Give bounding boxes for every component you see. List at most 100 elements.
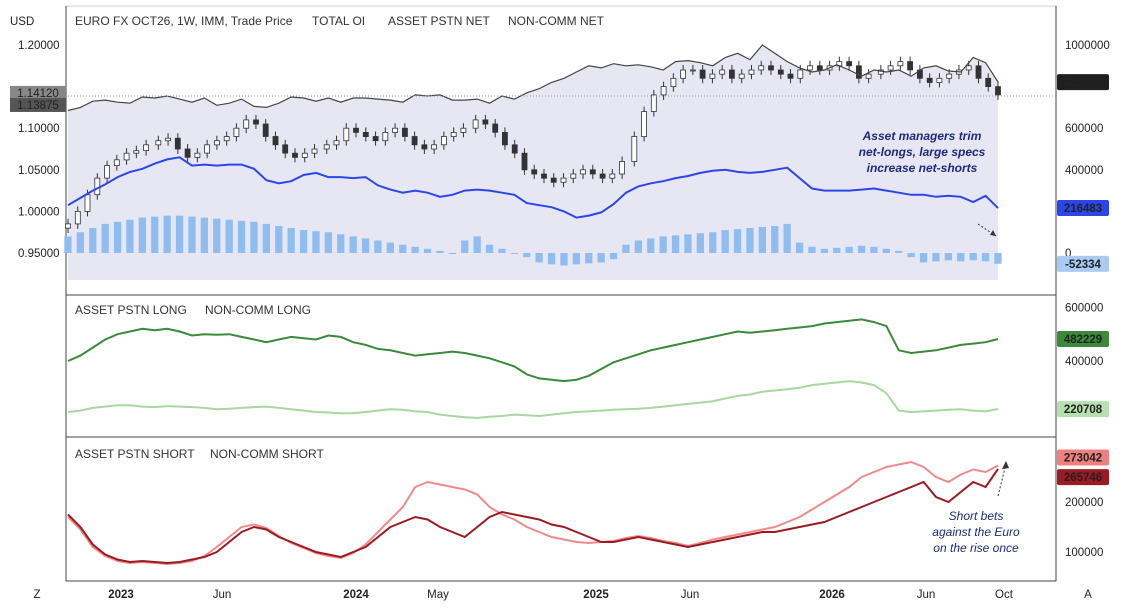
legend-asset-net[interactable]: ASSET PSTN NET	[388, 14, 490, 28]
candle-body	[492, 123, 499, 133]
noncomm-net-bar	[981, 253, 990, 262]
noncomm-net-bar	[523, 253, 531, 258]
candle-body	[897, 61, 904, 67]
value-badge-label: 273042	[1064, 452, 1102, 464]
noncomm-net-bar	[957, 253, 965, 262]
noncomm-net-bar	[423, 248, 432, 253]
noncomm-net-bar	[783, 223, 791, 253]
legend-asset-long[interactable]: ASSET PSTN LONG	[75, 303, 187, 317]
noncomm-net-bar	[349, 236, 357, 253]
asset-short-line	[67, 468, 999, 565]
noncomm-net-bar	[820, 248, 828, 253]
noncomm-net-bar	[709, 232, 717, 253]
annotation-bottom-line-2: against the Euro	[932, 525, 1020, 539]
candle-body	[748, 69, 755, 75]
candle-body	[123, 152, 130, 161]
annotation-bottom-arrowhead	[1002, 461, 1009, 469]
candle-body	[768, 65, 774, 71]
candle-body	[333, 140, 340, 146]
candle-body	[926, 77, 933, 83]
candle-body	[670, 77, 677, 88]
noncomm-net-bar	[721, 230, 729, 253]
candle-body	[292, 152, 298, 158]
time-axis-label: May	[427, 589, 449, 601]
noncomm-long-line	[67, 380, 999, 419]
candle-body	[660, 86, 667, 96]
candle-body	[74, 210, 81, 225]
noncomm-net-bar	[870, 246, 878, 253]
candle-body	[213, 140, 220, 146]
noncomm-net-bar	[659, 236, 667, 253]
noncomm-net-bar	[485, 244, 494, 253]
candle-body	[84, 194, 91, 212]
price-marker	[10, 85, 66, 100]
legend-noncomm-net[interactable]: NON-COMM NET	[508, 14, 605, 28]
noncomm-net-bar	[262, 223, 270, 253]
noncomm-net-bar	[907, 253, 915, 258]
middle-pane	[67, 318, 999, 419]
legend-noncomm-long[interactable]: NON-COMM LONG	[205, 303, 311, 317]
candle-body	[807, 65, 813, 71]
candle-body	[460, 127, 467, 133]
candle-body	[975, 65, 982, 79]
value-badge-label: 220708	[1064, 404, 1103, 416]
legend-noncomm-short[interactable]: NON-COMM SHORT	[210, 447, 324, 461]
candle-body	[253, 119, 259, 125]
noncomm-net-bar	[560, 253, 568, 266]
noncomm-net-bar	[647, 238, 655, 253]
candle-body	[641, 111, 647, 137]
candle-body	[301, 152, 308, 158]
price-marker-label: 1.14120	[17, 88, 59, 100]
noncomm-net-bar	[535, 253, 543, 263]
noncomm-net-bar	[175, 215, 184, 253]
noncomm-net-bar	[733, 229, 742, 253]
candle-body	[609, 173, 616, 179]
legend-asset-short[interactable]: ASSET PSTN SHORT	[75, 447, 195, 461]
auto-scale-button-right[interactable]: A	[1084, 589, 1092, 601]
noncomm-net-bar	[473, 236, 481, 253]
annotation-top-arrowhead	[990, 230, 996, 236]
noncomm-net-bar	[994, 253, 1002, 264]
candle-body	[887, 65, 894, 71]
candle-body	[631, 136, 638, 162]
price-tick: 0.95000	[18, 248, 60, 260]
auto-scale-button-left[interactable]: Z	[33, 589, 40, 601]
candle-body	[680, 69, 686, 79]
noncomm-net-bar	[213, 218, 221, 253]
candle-body	[560, 177, 567, 183]
time-axis-label: 2023	[108, 589, 134, 601]
noncomm-net-bar	[510, 253, 518, 254]
noncomm-net-bar	[845, 246, 853, 253]
noncomm-net-bar	[101, 223, 109, 253]
annotation-bottom-line-3: on the rise once	[933, 541, 1019, 555]
annotation-bottom-arrow	[997, 463, 1007, 497]
candle-body	[382, 131, 389, 142]
legend-total-oi[interactable]: TOTAL OI	[312, 14, 365, 28]
noncomm-net-bar	[76, 232, 84, 253]
value-badge-label: 265746	[1064, 472, 1102, 484]
position-tick: 100000	[1065, 547, 1103, 559]
annotation-top-line-2: net-longs, large specs	[859, 145, 986, 159]
candle-body	[521, 152, 528, 171]
asset-long-line	[67, 318, 999, 383]
candle-body	[865, 73, 872, 79]
candle-body	[272, 136, 279, 146]
candle-body	[501, 131, 508, 146]
candle-body	[589, 169, 596, 175]
bottom-pane	[67, 460, 999, 566]
noncomm-net-bar	[771, 226, 779, 253]
candle-body	[143, 144, 150, 152]
noncomm-net-bar	[188, 216, 196, 253]
unit-label: USD	[10, 16, 34, 28]
noncomm-net-bar	[337, 234, 345, 253]
value-badge-label: 216483	[1064, 203, 1102, 215]
price-tick: 1.00000	[18, 206, 60, 218]
noncomm-net-bar	[386, 242, 394, 253]
noncomm-net-bar	[634, 240, 642, 253]
candle-body	[353, 127, 359, 133]
candle-body	[787, 73, 794, 79]
legend-symbol[interactable]: EURO FX OCT26, 1W, IMM, Trade Price	[75, 14, 293, 28]
noncomm-net-bar	[547, 253, 556, 265]
noncomm-net-bar	[138, 217, 146, 253]
